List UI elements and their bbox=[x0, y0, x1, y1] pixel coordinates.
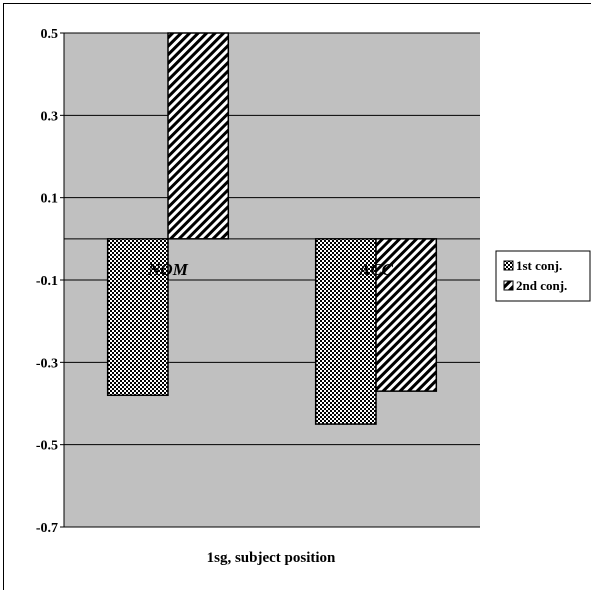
bar-2-acc bbox=[375, 238, 438, 392]
legend-swatch bbox=[503, 260, 514, 271]
category-label: ACC bbox=[358, 260, 394, 279]
y-tick-label: 0.1 bbox=[41, 192, 59, 207]
bar-1-acc bbox=[314, 238, 377, 425]
bars bbox=[106, 32, 438, 425]
y-tick-label: -0.7 bbox=[36, 521, 58, 536]
category-labels: NOM ACC bbox=[147, 260, 393, 279]
y-tick-label: -0.1 bbox=[36, 274, 58, 289]
y-tick-label: 0.3 bbox=[41, 109, 59, 124]
y-tick-label: -0.5 bbox=[36, 439, 58, 454]
x-axis-label: 1sg, subject position bbox=[207, 550, 336, 566]
bar-2-nom bbox=[167, 32, 230, 240]
legend-label: 2nd conj. bbox=[516, 278, 567, 293]
y-tick-label: 0.5 bbox=[41, 27, 59, 42]
chart-frame bbox=[3, 3, 591, 590]
y-tick-label: -0.3 bbox=[36, 356, 58, 371]
legend-label: 1st conj. bbox=[516, 258, 562, 273]
y-axis-ticks: 0.5 0.3 0.1 -0.1 -0.3 -0.5 -0.7 bbox=[36, 27, 64, 536]
legend-swatch bbox=[503, 280, 514, 291]
category-label: NOM bbox=[147, 260, 189, 279]
legend-box bbox=[495, 250, 591, 302]
legend: 1st conj. 2nd conj. bbox=[495, 250, 591, 302]
bar-1-nom bbox=[106, 238, 169, 397]
